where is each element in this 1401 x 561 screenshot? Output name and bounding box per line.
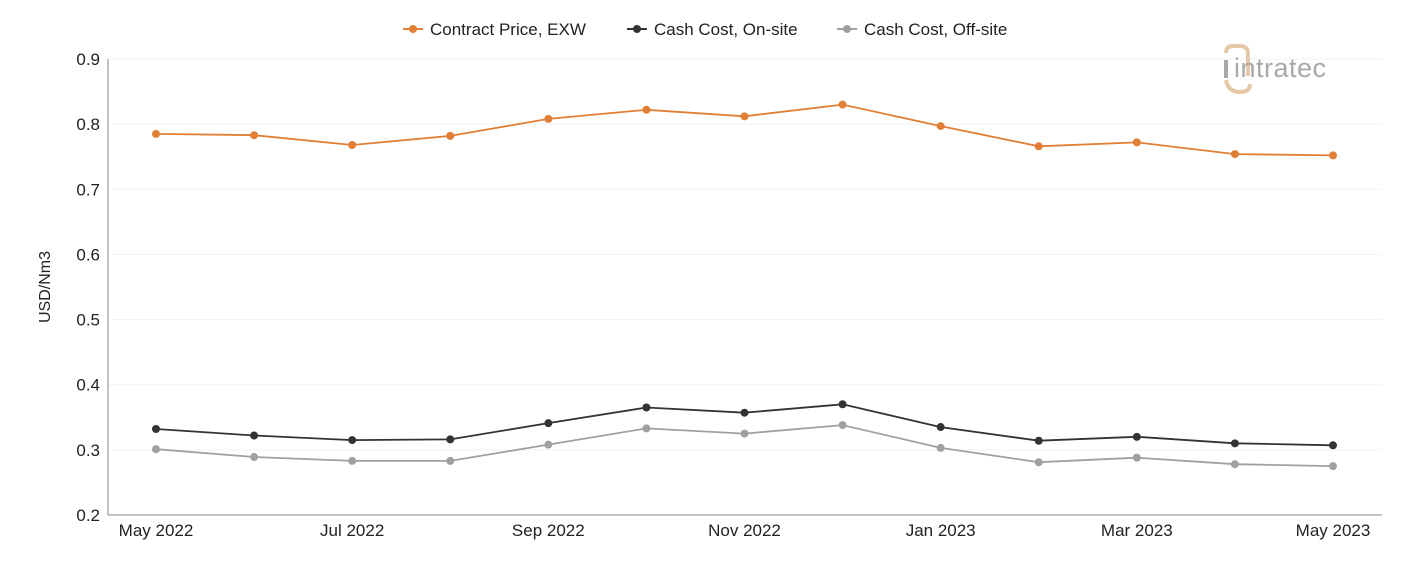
data-point [1230,150,1239,159]
data-point [544,114,553,123]
data-point [1132,138,1141,147]
data-point [446,435,455,444]
y-tick-label: 0.5 [76,311,100,330]
y-tick-label: 0.6 [76,245,100,264]
data-point [838,400,847,409]
data-point [544,419,553,428]
grid [108,58,1382,451]
data-point [348,436,357,445]
intratec-logo-icon [1224,44,1252,95]
data-point [152,425,160,434]
data-point [1329,151,1337,160]
data-point [838,100,847,109]
data-point [446,456,455,465]
data-point [642,105,651,114]
y-tick-label: 0.4 [76,376,100,395]
legend-label: Contract Price, EXW [430,20,586,39]
data-point [1230,439,1239,448]
data-point [740,429,749,438]
series-0 [152,100,1337,160]
data-point [152,129,160,138]
x-tick-label: Nov 2022 [708,521,781,540]
data-point [348,140,357,149]
logo-text: intratec [1234,53,1327,83]
x-tick-label: May 2023 [1296,521,1371,540]
data-point [1034,142,1043,151]
series-1 [152,400,1337,450]
legend-swatch-marker [843,25,851,33]
data-point [1329,441,1337,450]
legend-item: Cash Cost, On-site [627,20,798,39]
data-point [348,456,357,465]
y-tick-label: 0.2 [76,506,100,525]
data-point [1329,462,1337,471]
legend-item: Cash Cost, Off-site [837,20,1007,39]
axes [107,59,1382,516]
data-point [1230,460,1239,469]
x-tick-label: Jan 2023 [906,521,976,540]
x-tick-labels: May 2022 Jul 2022 Sep 2022 Nov 2022 Jan 2023… [119,521,1371,540]
legend-item: Contract Price, EXW [403,20,586,39]
y-tick-label: 0.3 [76,441,100,460]
legend-swatch-marker [633,25,641,33]
data-point [740,112,749,121]
intratec-logo: intratec [1224,44,1327,95]
y-tick-label: 0.7 [76,180,100,199]
legend-label: Cash Cost, On-site [654,20,798,39]
data-point [1132,453,1141,462]
data-point [936,423,945,432]
y-tick-labels: 0.2 0.3 0.4 0.5 0.6 0.7 0.8 0.9 [76,50,100,525]
data-point [936,443,945,452]
data-point [1034,458,1043,467]
data-point [642,424,651,433]
data-point [446,131,455,140]
x-tick-label: Sep 2022 [512,521,585,540]
data-point [152,445,160,454]
x-tick-label: May 2022 [119,521,194,540]
y-axis-title: USD/Nm3 [37,251,54,323]
series [152,100,1337,471]
data-point [1132,432,1141,441]
data-point [250,453,259,462]
legend-label: Cash Cost, Off-site [864,20,1007,39]
legend-swatch-marker [409,25,417,33]
x-tick-label: Mar 2023 [1101,521,1173,540]
data-point [838,421,847,430]
series-2 [152,421,1337,471]
data-point [936,122,945,131]
x-tick-label: Jul 2022 [320,521,384,540]
data-point [544,440,553,449]
data-point [740,408,749,417]
data-point [642,403,651,412]
y-tick-label: 0.8 [76,115,100,134]
series-line [155,103,1334,157]
legend: Contract Price, EXW Cash Cost, On-site Cas… [403,20,1007,39]
data-point [250,131,259,140]
y-tick-label: 0.9 [76,50,100,69]
data-point [1034,436,1043,445]
data-point [250,431,259,440]
